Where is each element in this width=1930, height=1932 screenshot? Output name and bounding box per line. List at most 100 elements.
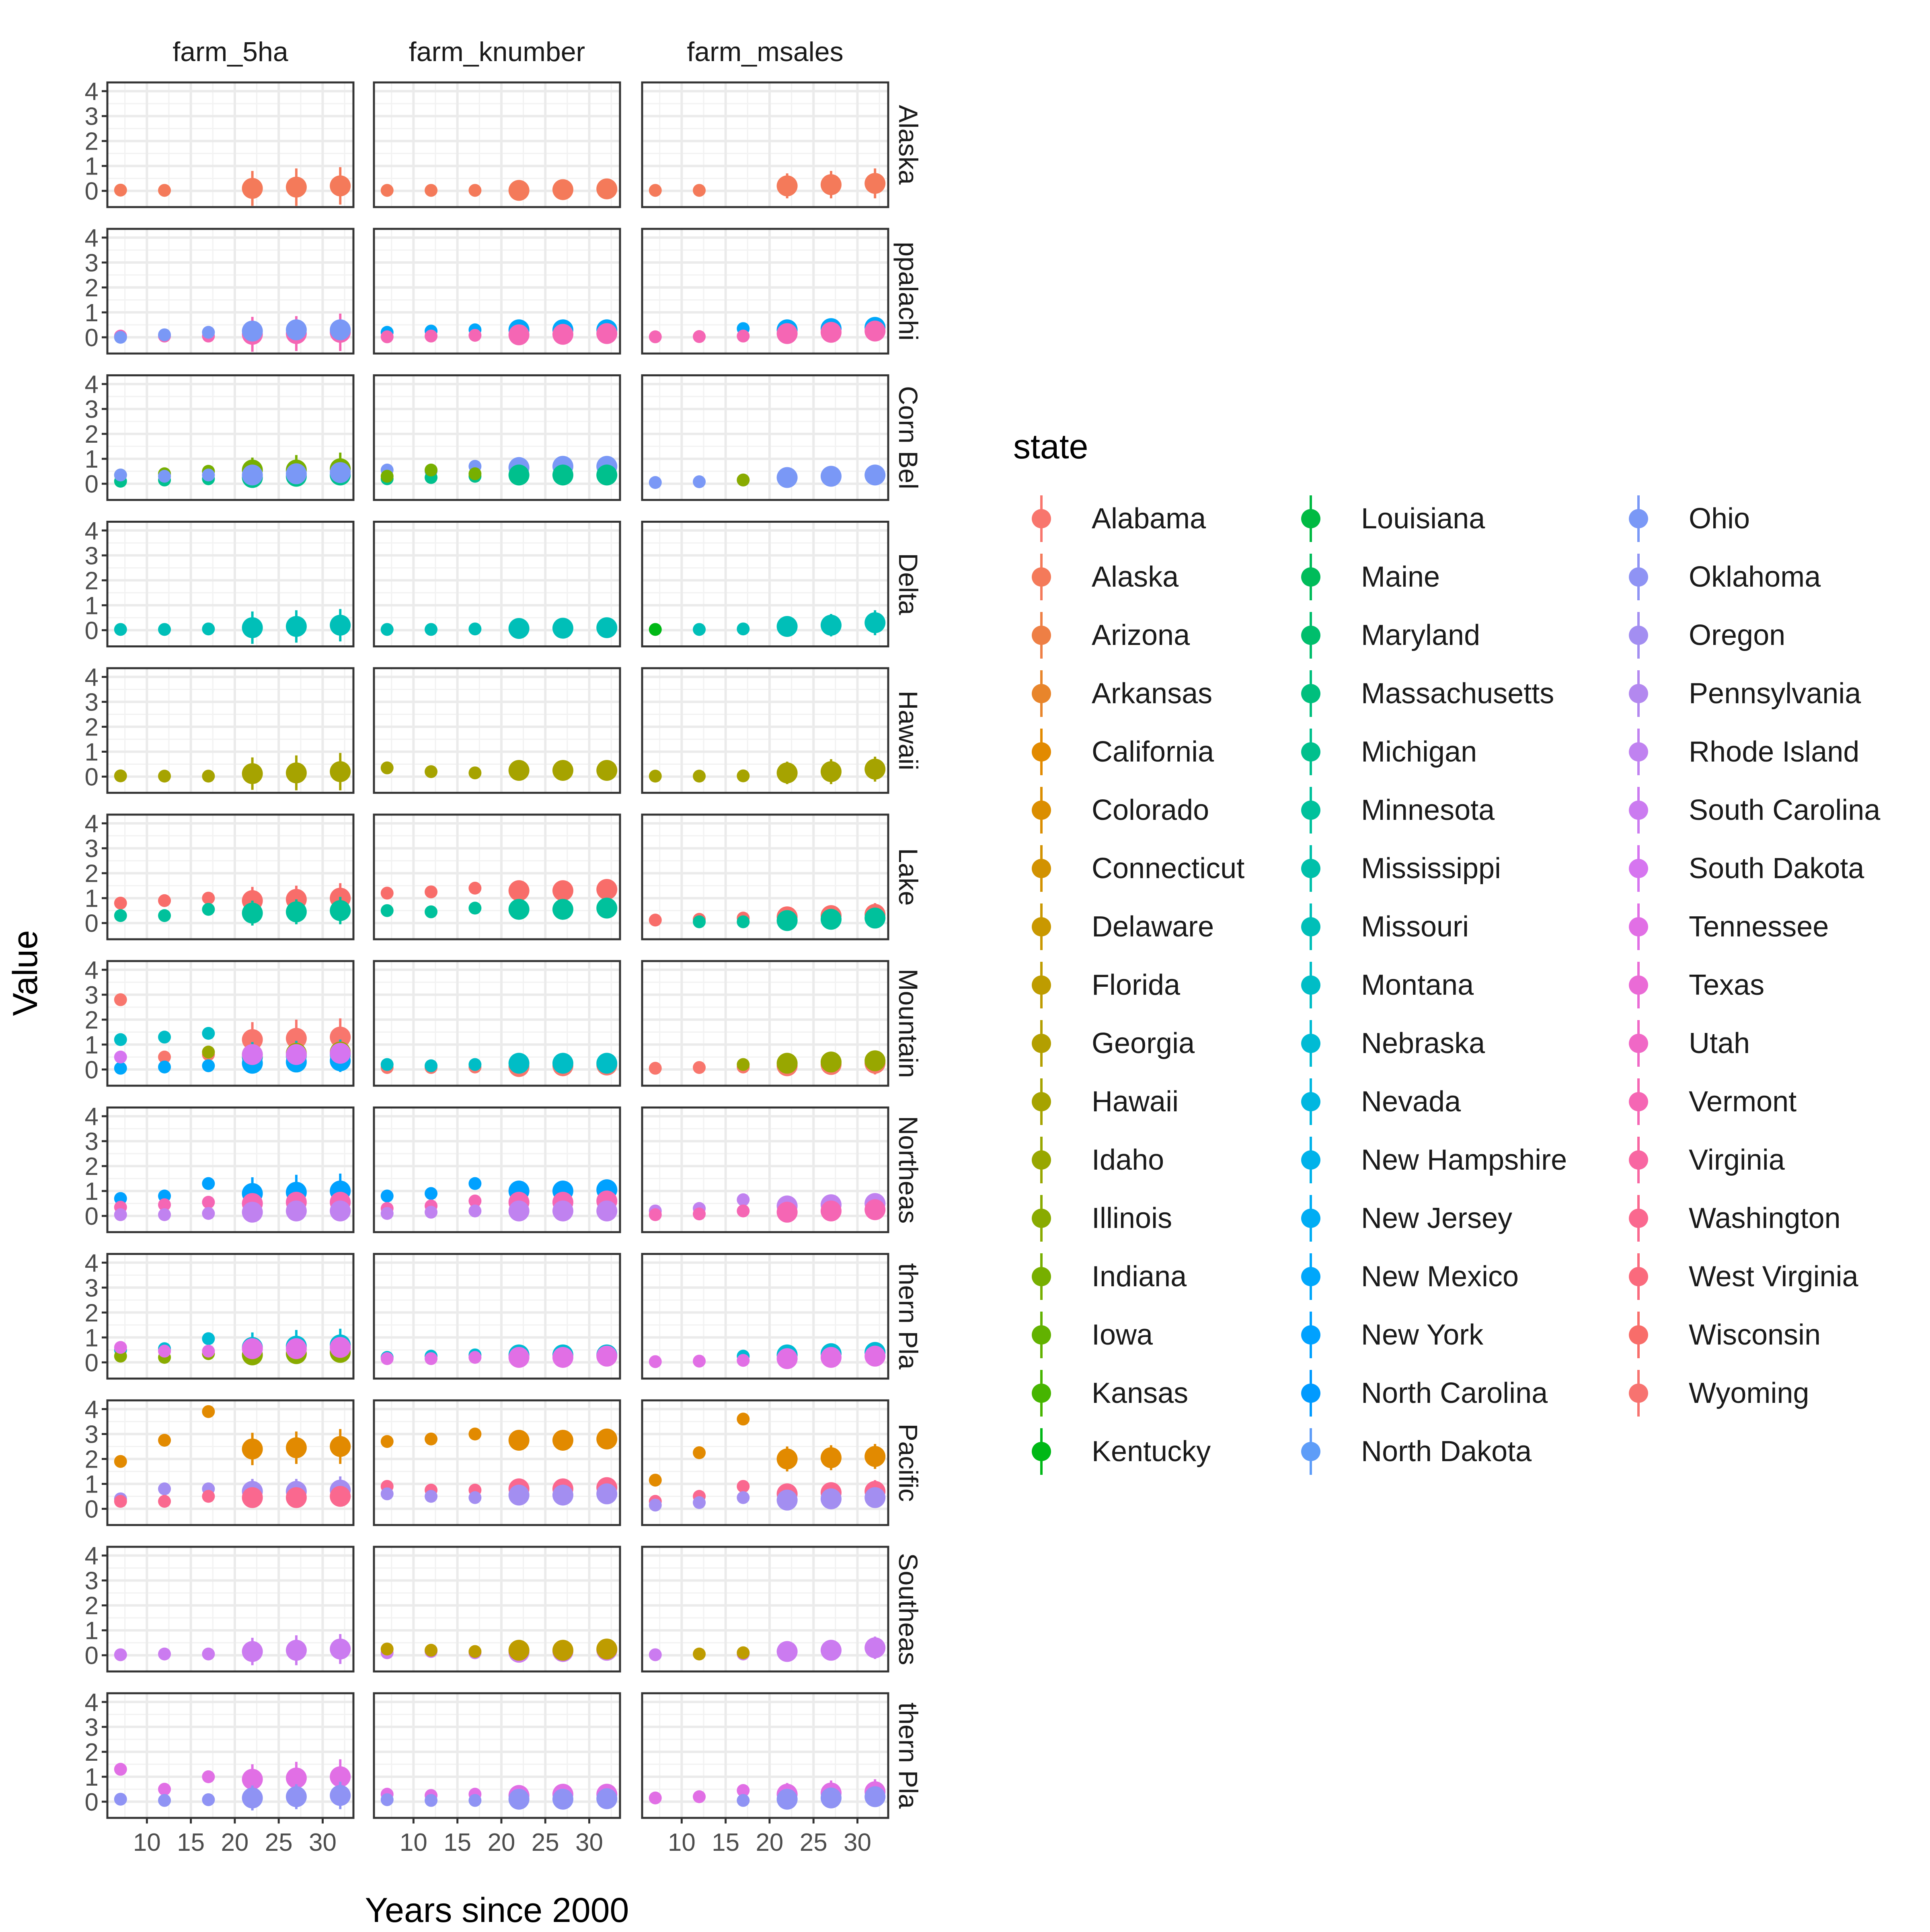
legend-item: Hawaii	[1032, 1078, 1179, 1125]
legend-key-point	[1032, 742, 1051, 762]
panel-background	[642, 961, 888, 1086]
legend-label: Maine	[1361, 561, 1440, 593]
legend-item: Maine	[1301, 554, 1440, 600]
data-point	[737, 1491, 750, 1504]
data-point	[776, 762, 798, 784]
legend-label: Indiana	[1092, 1261, 1187, 1293]
facet-row-strip: Northeas	[893, 1116, 923, 1224]
legend-item: New York	[1301, 1312, 1484, 1358]
data-point	[202, 1045, 215, 1059]
facet-panel	[642, 1693, 888, 1818]
data-point	[158, 1495, 171, 1508]
data-point	[285, 1338, 307, 1359]
x-tick-label: 10	[668, 1829, 696, 1856]
legend-label: Alabama	[1092, 503, 1206, 535]
facet-panel	[374, 82, 620, 207]
data-point	[468, 1794, 482, 1807]
facet-panel	[642, 82, 888, 207]
data-point	[158, 770, 171, 783]
data-series	[649, 1199, 886, 1223]
data-point	[596, 1483, 618, 1505]
data-point	[596, 879, 618, 900]
y-tick-label: 0	[85, 1056, 99, 1084]
data-point	[508, 1640, 530, 1661]
facet-panel	[374, 521, 620, 647]
facet-panel	[107, 82, 353, 207]
data-point	[380, 1207, 394, 1220]
y-tick-label: 3	[85, 689, 99, 717]
data-point	[864, 1786, 886, 1807]
data-point	[864, 1637, 886, 1659]
data-series	[380, 1483, 618, 1506]
panel-border	[373, 1546, 621, 1673]
y-tick-label: 2	[85, 1299, 99, 1327]
panel-background	[642, 1254, 888, 1379]
data-point	[380, 184, 394, 197]
legend-item: Michigan	[1301, 729, 1477, 775]
y-tick-label: 1	[85, 1031, 99, 1059]
data-point	[508, 1347, 530, 1368]
data-point	[330, 761, 351, 782]
data-point	[737, 1794, 750, 1807]
data-point	[114, 183, 127, 197]
data-point	[468, 1204, 482, 1218]
data-point	[776, 1348, 798, 1369]
y-tick-label: 4	[85, 78, 99, 106]
data-series	[649, 168, 886, 199]
legend-key-point	[1629, 1325, 1648, 1345]
data-point	[468, 881, 482, 895]
data-point	[202, 1059, 215, 1072]
data-point	[596, 897, 618, 919]
y-tick-label: 1	[85, 1764, 99, 1791]
data-point	[285, 1786, 307, 1807]
legend-item: Idaho	[1032, 1137, 1164, 1183]
data-point	[380, 1189, 394, 1203]
data-point	[737, 1480, 750, 1493]
panel-background	[107, 815, 353, 939]
data-point	[202, 1345, 215, 1358]
legend-item: Nevada	[1301, 1078, 1461, 1125]
data-series	[649, 464, 886, 489]
y-tick-label: 3	[85, 981, 99, 1009]
data-series	[114, 897, 351, 926]
legend-key-point	[1629, 626, 1648, 645]
legend-label: Iowa	[1092, 1319, 1153, 1351]
panel-border	[641, 1399, 889, 1526]
data-point	[468, 1645, 482, 1658]
data-point	[649, 1499, 662, 1512]
legend-label: Utah	[1689, 1027, 1750, 1059]
data-series	[114, 167, 351, 206]
facet-panel	[107, 1400, 353, 1525]
facet-row-strip: Alaska	[893, 105, 923, 185]
facet-row-strip: Mountain	[893, 969, 923, 1078]
data-point	[776, 1053, 798, 1074]
data-point	[737, 769, 750, 782]
data-point	[242, 320, 263, 342]
data-point	[552, 1788, 573, 1810]
panel-border	[373, 228, 621, 355]
panel-border	[641, 813, 889, 940]
data-point	[596, 1200, 618, 1222]
facet-panel	[642, 668, 888, 793]
legend-key-point	[1301, 509, 1320, 528]
data-point	[820, 1200, 842, 1222]
data-series	[114, 1200, 351, 1223]
data-point	[380, 623, 394, 636]
data-point	[380, 1352, 394, 1365]
facet-panel	[642, 1400, 888, 1525]
data-point	[508, 180, 530, 201]
data-point	[596, 1428, 618, 1450]
legend-item: Oregon	[1629, 612, 1785, 659]
legend-label: Nebraska	[1361, 1027, 1485, 1059]
x-tick-label: 15	[443, 1829, 471, 1856]
data-point	[776, 323, 798, 344]
data-point	[552, 1640, 573, 1661]
panel-border	[641, 374, 889, 501]
data-series	[114, 753, 351, 790]
legend-label: New Mexico	[1361, 1261, 1519, 1293]
y-tick-label: 2	[85, 714, 99, 741]
data-point	[114, 897, 127, 910]
data-point	[508, 618, 530, 639]
legend-key-point	[1629, 917, 1648, 936]
data-point	[380, 1058, 394, 1071]
